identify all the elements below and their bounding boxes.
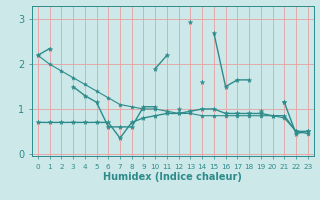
- X-axis label: Humidex (Indice chaleur): Humidex (Indice chaleur): [103, 172, 242, 182]
